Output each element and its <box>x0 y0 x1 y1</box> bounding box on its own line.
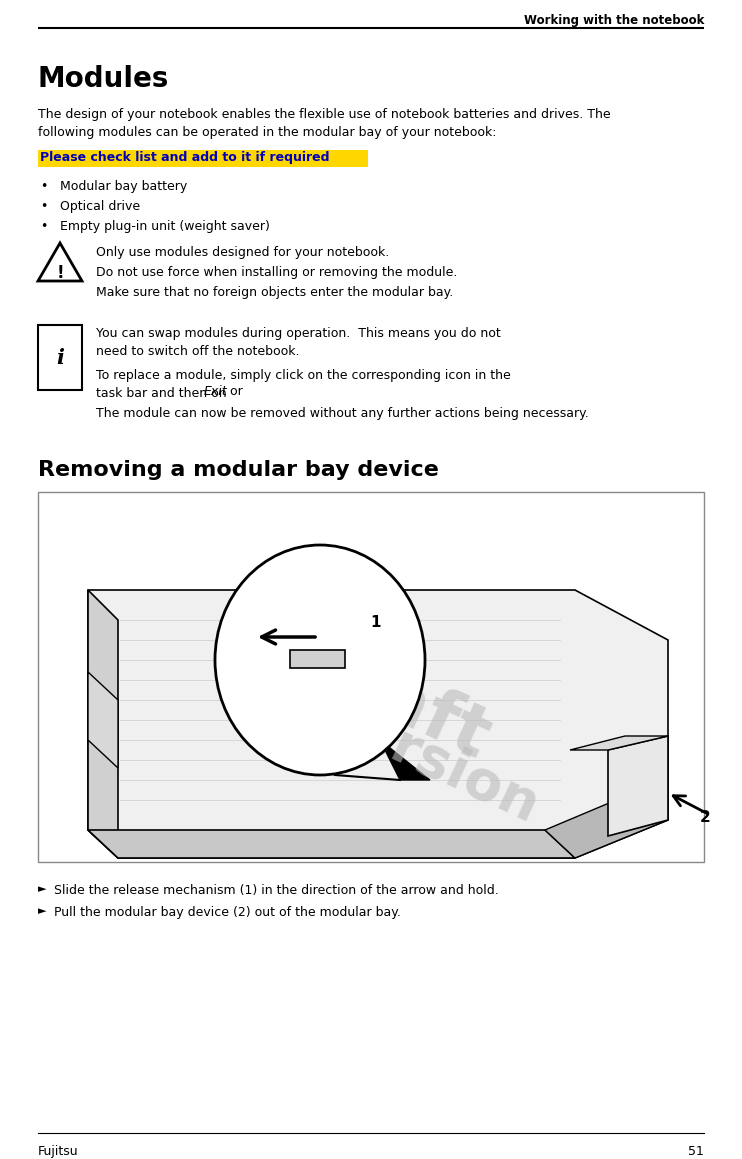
Text: The design of your notebook enables the flexible use of notebook batteries and d: The design of your notebook enables the … <box>38 108 611 139</box>
Text: •: • <box>40 201 47 213</box>
Ellipse shape <box>215 545 425 775</box>
Text: Modular bay battery: Modular bay battery <box>60 180 187 194</box>
Text: ►: ► <box>38 884 47 894</box>
Text: Please check list and add to it if required: Please check list and add to it if requi… <box>40 151 329 165</box>
Text: Optical drive: Optical drive <box>60 201 140 213</box>
Text: Draft: Draft <box>280 625 500 775</box>
Text: i: i <box>56 348 64 367</box>
Text: or: or <box>226 385 243 398</box>
Text: Fujitsu: Fujitsu <box>38 1145 79 1158</box>
Text: Only use modules designed for your notebook.: Only use modules designed for your noteb… <box>96 246 390 258</box>
Polygon shape <box>290 650 345 668</box>
Text: You can swap modules during operation.  This means you do not
need to switch off: You can swap modules during operation. T… <box>96 327 501 358</box>
Text: Working with the notebook: Working with the notebook <box>524 14 704 27</box>
Polygon shape <box>608 736 668 836</box>
Text: Removing a modular bay device: Removing a modular bay device <box>38 460 439 480</box>
Text: ►: ► <box>38 906 47 916</box>
Polygon shape <box>88 590 668 858</box>
Text: 2: 2 <box>700 810 711 825</box>
Text: Version: Version <box>312 686 548 834</box>
Polygon shape <box>88 590 118 858</box>
Text: 1: 1 <box>370 615 381 630</box>
Text: Modules: Modules <box>38 65 169 93</box>
Text: Make sure that no foreign objects enter the modular bay.: Make sure that no foreign objects enter … <box>96 286 453 299</box>
Polygon shape <box>88 672 118 768</box>
FancyBboxPatch shape <box>38 493 704 862</box>
FancyBboxPatch shape <box>38 150 368 167</box>
Text: Pull the modular bay device (2) out of the modular bay.: Pull the modular bay device (2) out of t… <box>54 906 401 919</box>
Text: •: • <box>40 180 47 194</box>
Text: •: • <box>40 220 47 233</box>
Polygon shape <box>570 736 668 750</box>
Polygon shape <box>380 739 430 780</box>
Polygon shape <box>545 790 668 858</box>
Polygon shape <box>88 830 575 858</box>
Text: !: ! <box>56 264 64 282</box>
Text: Exit: Exit <box>204 385 228 398</box>
FancyBboxPatch shape <box>38 325 82 389</box>
Text: 51: 51 <box>688 1145 704 1158</box>
Text: Do not use force when installing or removing the module.: Do not use force when installing or remo… <box>96 267 457 279</box>
Text: Slide the release mechanism (1) in the direction of the arrow and hold.: Slide the release mechanism (1) in the d… <box>54 884 499 897</box>
Text: Empty plug-in unit (weight saver): Empty plug-in unit (weight saver) <box>60 220 270 233</box>
Text: To replace a module, simply click on the corresponding icon in the
task bar and : To replace a module, simply click on the… <box>96 369 510 400</box>
Text: The module can now be removed without any further actions being necessary.: The module can now be removed without an… <box>96 407 588 420</box>
